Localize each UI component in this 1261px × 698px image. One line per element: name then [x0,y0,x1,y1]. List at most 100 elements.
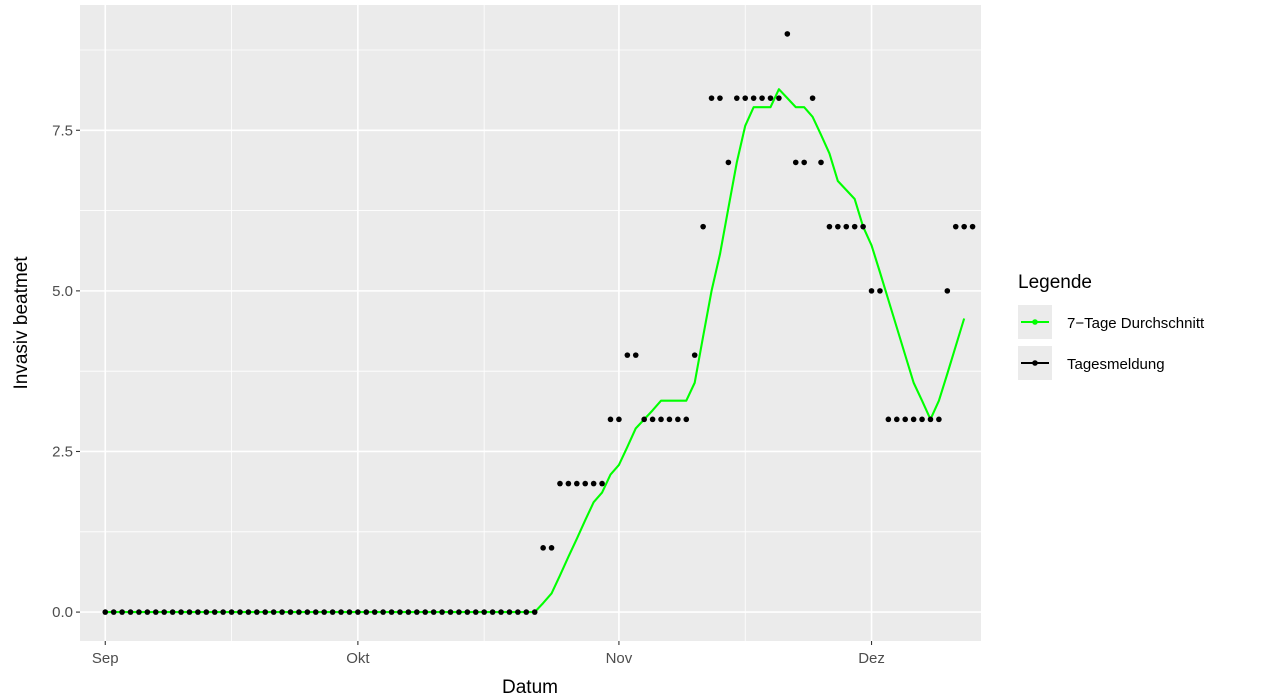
data-point [489,609,496,615]
data-point [750,95,757,101]
data-point [851,223,858,230]
legend-title: Legende [1018,272,1092,293]
data-point [456,609,462,615]
data-point [228,609,235,615]
data-point [616,416,622,423]
data-point [515,609,521,615]
data-point [169,609,176,615]
data-point [691,352,698,358]
data-point [363,609,370,615]
x-tick-label-2: Nov [606,650,633,667]
y-tick-label-3: 7.5 [52,122,73,139]
data-point [725,159,732,166]
data-point [574,480,580,487]
data-point [304,609,311,615]
data-point [540,545,546,551]
y-axis: 0.0 2.5 5.0 7.5 [52,122,80,621]
data-point [885,416,892,423]
data-point [279,609,285,615]
data-point [178,609,184,615]
x-tick-label-1: Okt [346,650,370,667]
data-point [102,609,109,615]
series-points-group [102,31,976,615]
data-point [498,609,504,615]
data-point [717,95,723,101]
data-point [902,416,909,423]
data-point [110,609,117,615]
data-point [818,159,824,166]
data-point [127,609,134,615]
data-point [296,609,302,615]
data-point [355,609,361,615]
data-point [548,545,555,551]
data-point [666,416,673,423]
data-point [877,288,883,294]
legend: Legende 7−Tage Durchschnitt Tagesmeldung [1018,272,1205,380]
data-point [784,31,791,37]
data-point [380,609,386,615]
data-point [843,223,850,230]
data-point [237,609,243,615]
data-point [826,223,833,230]
y-axis-title: Invasiv beatmet [11,256,32,390]
legend-key-point-1 [1032,319,1038,325]
data-point [961,223,967,230]
data-point [464,609,471,615]
data-point [582,480,589,487]
y-tick-label-2: 5.0 [52,283,73,300]
data-point [649,416,656,423]
grid-minor [80,5,981,641]
data-point [422,609,429,615]
data-point [472,609,479,615]
data-point [944,288,951,294]
data-point [734,95,740,101]
data-point [809,95,816,101]
data-point [675,416,681,423]
data-point [195,609,201,615]
data-point [220,609,226,615]
data-point [792,159,799,166]
x-axis: Sep Okt Nov Dez [92,641,885,667]
grid-major [80,5,981,641]
data-point [641,416,647,423]
data-point [599,480,605,487]
legend-label-1: 7−Tage Durchschnitt [1067,315,1205,332]
data-point [927,416,934,423]
data-point [708,95,715,101]
data-point [405,609,412,615]
legend-label-2: Tagesmeldung [1067,356,1165,373]
data-point [338,609,344,615]
data-point [607,416,614,423]
data-point [119,609,125,615]
data-point [371,609,378,615]
x-tick-label-0: Sep [92,650,119,667]
plot-panel [80,5,981,641]
data-point [919,416,925,423]
data-point [144,609,151,615]
data-point [801,159,807,166]
data-point [759,95,765,101]
data-point [203,609,210,615]
data-point [860,223,866,230]
data-point [447,609,454,615]
data-point [329,609,336,615]
data-point [346,609,353,615]
data-point [624,352,631,358]
data-point [136,609,142,615]
data-point [658,416,664,423]
data-point [397,609,403,615]
legend-key-point-2 [1032,360,1038,366]
data-point [523,609,530,615]
data-point [936,416,942,423]
data-point [565,480,572,487]
data-point [742,95,749,101]
data-point [590,480,597,487]
data-point [531,609,538,615]
data-point [312,609,319,615]
data-point [700,223,706,230]
data-point [287,609,294,615]
data-point [262,609,269,615]
data-point [893,416,900,423]
data-point [254,609,260,615]
data-point [245,609,252,615]
